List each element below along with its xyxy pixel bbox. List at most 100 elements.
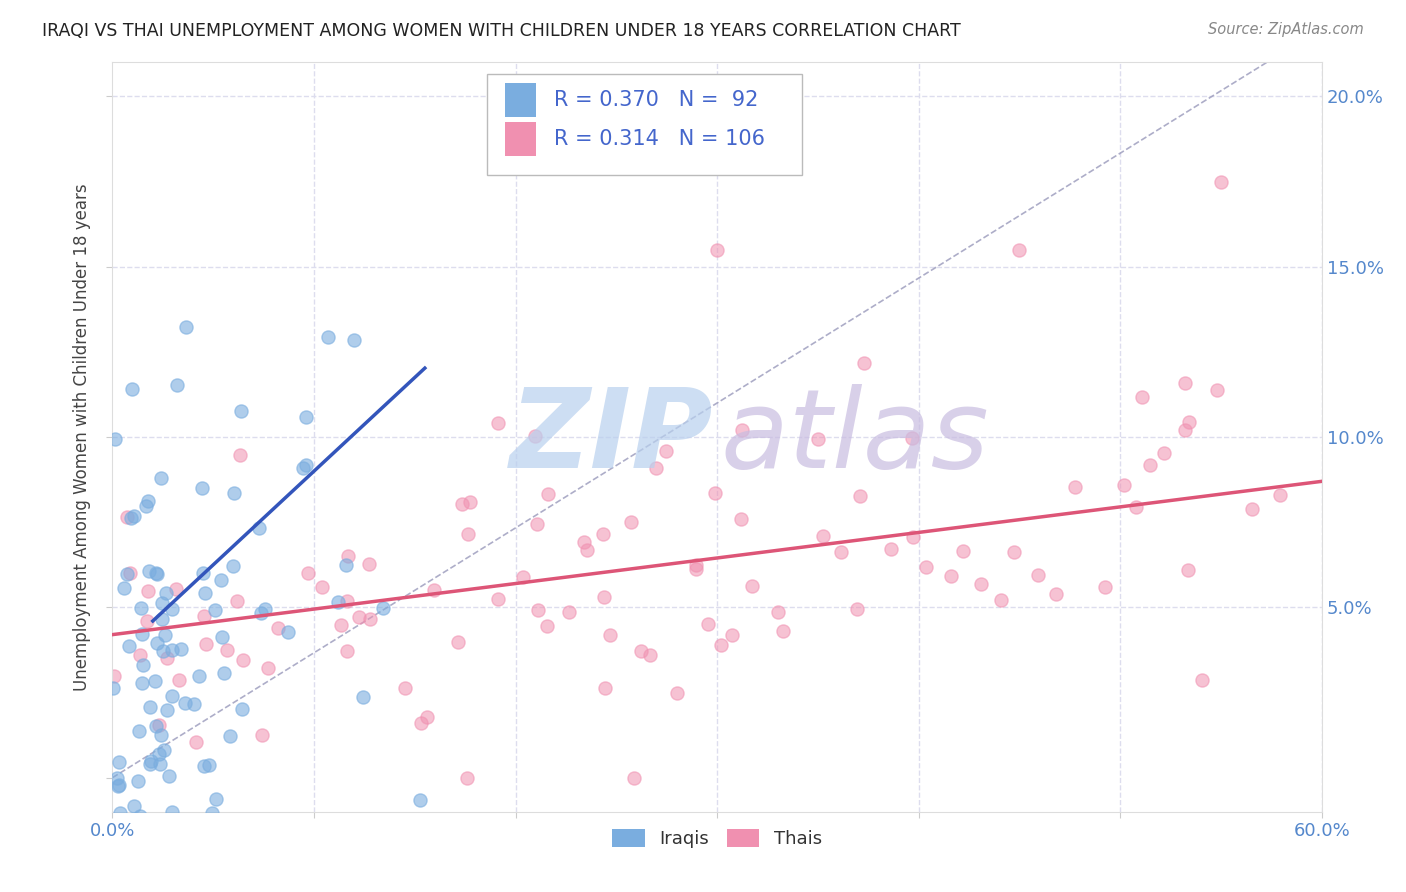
Point [638, 648, 661, 662]
Point [150, 728, 173, 742]
Point [222, 486, 245, 500]
Point [1045, 586, 1067, 600]
Point [697, 617, 720, 632]
Point [879, 542, 901, 557]
Point [1114, 478, 1136, 492]
Point [655, 444, 678, 458]
Point [128, 724, 150, 739]
Point [685, 558, 707, 572]
Point [128, 809, 150, 823]
Point [730, 512, 752, 526]
Point [336, 549, 359, 563]
FancyBboxPatch shape [506, 84, 536, 117]
Point [914, 560, 936, 574]
Point [122, 508, 145, 523]
Point [209, 574, 232, 588]
Point [685, 561, 707, 575]
Point [710, 639, 733, 653]
Point [231, 702, 253, 716]
Point [226, 594, 249, 608]
Point [990, 592, 1012, 607]
Point [153, 743, 176, 757]
Point [160, 689, 183, 703]
Point [1191, 673, 1213, 688]
Point [901, 530, 924, 544]
Point [183, 697, 205, 711]
Point [352, 690, 374, 704]
Point [772, 624, 794, 638]
Point [537, 487, 560, 501]
Point [620, 515, 643, 529]
Point [295, 458, 318, 473]
Point [139, 700, 162, 714]
Point [457, 527, 479, 541]
Point [129, 600, 152, 615]
Point [558, 606, 581, 620]
Point [572, 534, 595, 549]
Point [849, 489, 872, 503]
Point [409, 793, 432, 807]
Point [336, 594, 359, 608]
Point [247, 521, 270, 535]
Point [527, 602, 550, 616]
Point [486, 416, 509, 430]
Point [741, 578, 763, 592]
Point [1206, 384, 1229, 398]
Point [1240, 502, 1263, 516]
Point [731, 423, 754, 437]
Text: R = 0.314   N = 106: R = 0.314 N = 106 [554, 129, 765, 149]
Point [335, 644, 357, 658]
Point [201, 805, 224, 820]
FancyBboxPatch shape [506, 122, 536, 156]
Point [232, 823, 254, 838]
Point [148, 718, 170, 732]
Point [155, 586, 177, 600]
Point [224, 830, 246, 844]
Point [845, 601, 868, 615]
Point [190, 482, 212, 496]
Point [149, 470, 172, 484]
Point [1177, 563, 1199, 577]
Point [166, 378, 188, 392]
Point [105, 772, 128, 786]
Point [148, 747, 170, 762]
Point [970, 576, 993, 591]
Point [811, 529, 834, 543]
Point [359, 612, 381, 626]
Text: atlas: atlas [721, 384, 990, 491]
Point [112, 840, 135, 855]
Point [576, 542, 599, 557]
Point [1268, 488, 1291, 502]
Point [1064, 480, 1087, 494]
Point [592, 526, 614, 541]
Point [157, 769, 180, 783]
Point [167, 673, 190, 688]
Point [941, 568, 963, 582]
Point [311, 580, 333, 594]
Point [139, 757, 162, 772]
Point [120, 511, 142, 525]
Point [221, 558, 243, 573]
Point [359, 558, 381, 572]
Point [153, 628, 176, 642]
Point [451, 497, 474, 511]
Point [205, 791, 228, 805]
Point [526, 516, 548, 531]
Point [486, 592, 509, 607]
Point [156, 703, 179, 717]
Point [103, 432, 125, 446]
Point [766, 606, 789, 620]
Point [160, 602, 183, 616]
Point [152, 643, 174, 657]
Point [1026, 567, 1049, 582]
Point [593, 681, 616, 695]
Point [138, 564, 160, 578]
Point [163, 828, 186, 842]
Point [149, 757, 172, 772]
Point [229, 404, 252, 418]
Point [129, 648, 152, 662]
Point [423, 583, 446, 598]
Point [107, 780, 129, 794]
Point [1094, 580, 1116, 594]
Point [807, 432, 830, 446]
